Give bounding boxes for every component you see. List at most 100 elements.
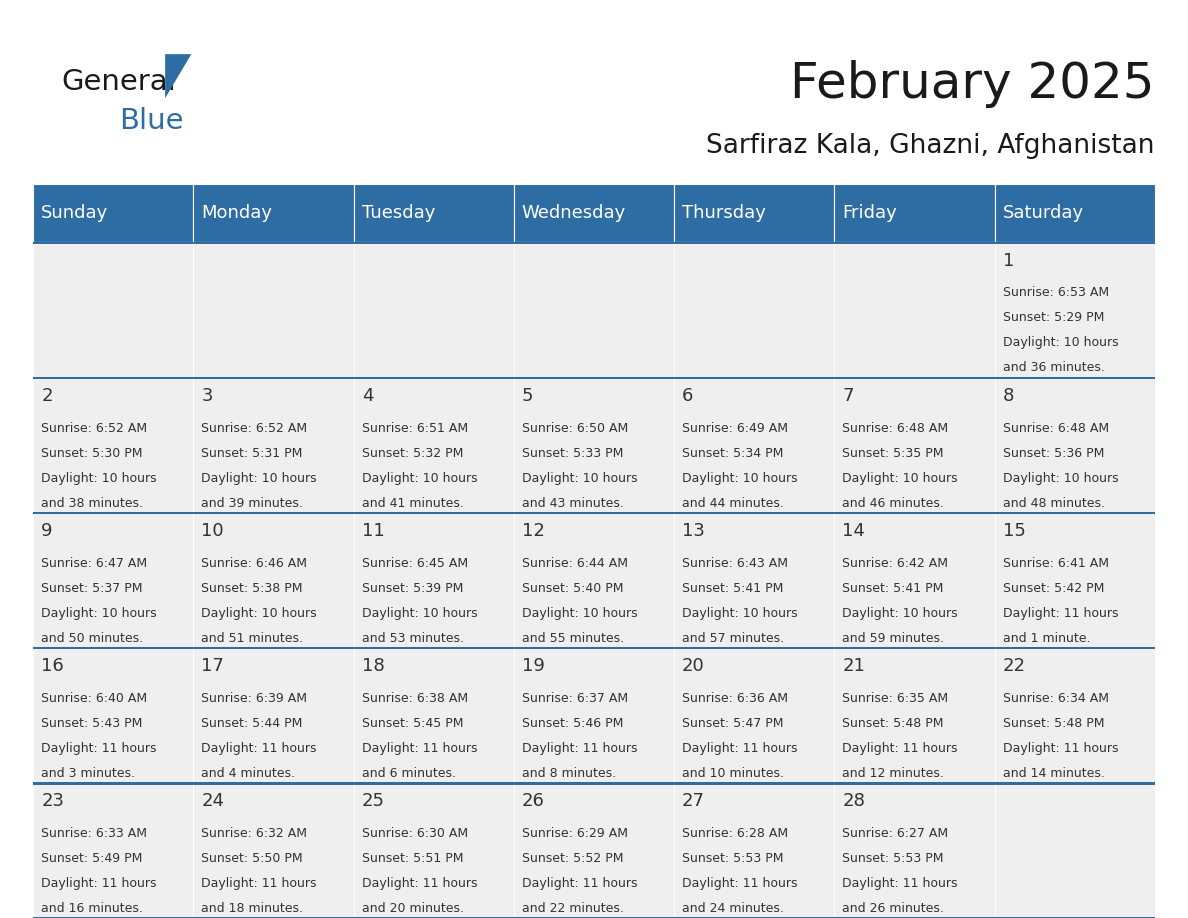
- Text: Daylight: 10 hours: Daylight: 10 hours: [682, 472, 797, 485]
- Text: 26: 26: [522, 792, 545, 810]
- Text: Daylight: 10 hours: Daylight: 10 hours: [361, 472, 478, 485]
- Text: Sunset: 5:43 PM: Sunset: 5:43 PM: [42, 717, 143, 730]
- Text: Sunrise: 6:34 AM: Sunrise: 6:34 AM: [1003, 692, 1108, 705]
- Text: Saturday: Saturday: [1003, 204, 1083, 222]
- Text: Monday: Monday: [202, 204, 272, 222]
- Text: 12: 12: [522, 521, 545, 540]
- Bar: [994, 184, 1155, 242]
- Bar: [194, 242, 354, 377]
- Text: Daylight: 10 hours: Daylight: 10 hours: [42, 472, 157, 485]
- Text: Sunrise: 6:48 AM: Sunrise: 6:48 AM: [842, 421, 948, 434]
- Bar: [834, 648, 994, 783]
- Text: Sunset: 5:42 PM: Sunset: 5:42 PM: [1003, 582, 1104, 595]
- Text: Sunset: 5:51 PM: Sunset: 5:51 PM: [361, 852, 463, 865]
- Text: Daylight: 11 hours: Daylight: 11 hours: [1003, 742, 1118, 755]
- Text: 14: 14: [842, 521, 865, 540]
- Text: Sunset: 5:30 PM: Sunset: 5:30 PM: [42, 446, 143, 460]
- Text: and 44 minutes.: and 44 minutes.: [682, 497, 784, 509]
- Text: Wednesday: Wednesday: [522, 204, 626, 222]
- Text: Sunrise: 6:41 AM: Sunrise: 6:41 AM: [1003, 556, 1108, 570]
- Text: and 41 minutes.: and 41 minutes.: [361, 497, 463, 509]
- Text: 4: 4: [361, 386, 373, 405]
- Text: Sunrise: 6:52 AM: Sunrise: 6:52 AM: [202, 421, 308, 434]
- Text: and 55 minutes.: and 55 minutes.: [522, 632, 624, 644]
- Text: Daylight: 11 hours: Daylight: 11 hours: [522, 877, 638, 890]
- Text: Sunset: 5:33 PM: Sunset: 5:33 PM: [522, 446, 624, 460]
- Text: Daylight: 11 hours: Daylight: 11 hours: [42, 742, 157, 755]
- Text: 16: 16: [42, 657, 64, 675]
- Text: and 6 minutes.: and 6 minutes.: [361, 767, 456, 779]
- Text: Sunrise: 6:45 AM: Sunrise: 6:45 AM: [361, 556, 468, 570]
- Text: Sunset: 5:38 PM: Sunset: 5:38 PM: [202, 582, 303, 595]
- Text: 10: 10: [202, 521, 225, 540]
- Text: and 16 minutes.: and 16 minutes.: [42, 901, 143, 915]
- Text: Sunset: 5:52 PM: Sunset: 5:52 PM: [522, 852, 624, 865]
- Bar: [834, 184, 994, 242]
- Text: and 53 minutes.: and 53 minutes.: [361, 632, 463, 644]
- Text: February 2025: February 2025: [790, 60, 1155, 107]
- Text: Daylight: 11 hours: Daylight: 11 hours: [682, 877, 797, 890]
- Text: Sunrise: 6:43 AM: Sunrise: 6:43 AM: [682, 556, 788, 570]
- Bar: [33, 241, 1155, 244]
- Text: Sunrise: 6:53 AM: Sunrise: 6:53 AM: [1003, 286, 1108, 299]
- Text: Sunset: 5:32 PM: Sunset: 5:32 PM: [361, 446, 463, 460]
- Text: and 4 minutes.: and 4 minutes.: [202, 767, 296, 779]
- Bar: [674, 184, 834, 242]
- Text: and 48 minutes.: and 48 minutes.: [1003, 497, 1105, 509]
- Text: 3: 3: [202, 386, 213, 405]
- Text: and 24 minutes.: and 24 minutes.: [682, 901, 784, 915]
- Text: 18: 18: [361, 657, 385, 675]
- Text: Sunset: 5:35 PM: Sunset: 5:35 PM: [842, 446, 943, 460]
- Bar: [994, 242, 1155, 377]
- Text: Daylight: 10 hours: Daylight: 10 hours: [682, 607, 797, 620]
- Bar: [994, 512, 1155, 648]
- Text: Sunrise: 6:30 AM: Sunrise: 6:30 AM: [361, 827, 468, 840]
- Text: Sunset: 5:50 PM: Sunset: 5:50 PM: [202, 852, 303, 865]
- Text: Daylight: 11 hours: Daylight: 11 hours: [1003, 607, 1118, 620]
- Text: Sunset: 5:41 PM: Sunset: 5:41 PM: [682, 582, 784, 595]
- Text: Sunset: 5:40 PM: Sunset: 5:40 PM: [522, 582, 624, 595]
- Text: Thursday: Thursday: [682, 204, 766, 222]
- Text: Daylight: 11 hours: Daylight: 11 hours: [842, 742, 958, 755]
- Text: 5: 5: [522, 386, 533, 405]
- Text: 28: 28: [842, 792, 865, 810]
- Text: and 38 minutes.: and 38 minutes.: [42, 497, 144, 509]
- Text: Daylight: 10 hours: Daylight: 10 hours: [361, 607, 478, 620]
- Text: 27: 27: [682, 792, 706, 810]
- Text: Sunrise: 6:51 AM: Sunrise: 6:51 AM: [361, 421, 468, 434]
- Text: Sunrise: 6:35 AM: Sunrise: 6:35 AM: [842, 692, 948, 705]
- Bar: [514, 648, 674, 783]
- Text: Sunset: 5:48 PM: Sunset: 5:48 PM: [1003, 717, 1104, 730]
- Text: Daylight: 11 hours: Daylight: 11 hours: [202, 877, 317, 890]
- Text: and 10 minutes.: and 10 minutes.: [682, 767, 784, 779]
- Text: 15: 15: [1003, 521, 1025, 540]
- Bar: [834, 242, 994, 377]
- Text: Sunset: 5:44 PM: Sunset: 5:44 PM: [202, 717, 303, 730]
- Text: Sarfiraz Kala, Ghazni, Afghanistan: Sarfiraz Kala, Ghazni, Afghanistan: [706, 133, 1155, 159]
- Bar: [674, 512, 834, 648]
- Text: 21: 21: [842, 657, 865, 675]
- Bar: [354, 783, 514, 918]
- Text: Daylight: 11 hours: Daylight: 11 hours: [202, 742, 317, 755]
- Text: Sunrise: 6:52 AM: Sunrise: 6:52 AM: [42, 421, 147, 434]
- Text: Daylight: 10 hours: Daylight: 10 hours: [1003, 472, 1118, 485]
- Bar: [514, 242, 674, 377]
- Text: 9: 9: [42, 521, 52, 540]
- Bar: [33, 376, 1155, 379]
- Text: 22: 22: [1003, 657, 1025, 675]
- Bar: [33, 648, 194, 783]
- Text: and 12 minutes.: and 12 minutes.: [842, 767, 944, 779]
- Text: Daylight: 10 hours: Daylight: 10 hours: [42, 607, 157, 620]
- Bar: [354, 648, 514, 783]
- Text: Daylight: 11 hours: Daylight: 11 hours: [842, 877, 958, 890]
- Text: 8: 8: [1003, 386, 1013, 405]
- Text: Daylight: 11 hours: Daylight: 11 hours: [361, 742, 478, 755]
- Polygon shape: [165, 54, 191, 98]
- Text: and 22 minutes.: and 22 minutes.: [522, 901, 624, 915]
- Text: Daylight: 11 hours: Daylight: 11 hours: [361, 877, 478, 890]
- Bar: [514, 512, 674, 648]
- Bar: [834, 512, 994, 648]
- Text: Friday: Friday: [842, 204, 897, 222]
- Text: and 43 minutes.: and 43 minutes.: [522, 497, 624, 509]
- Text: 23: 23: [42, 792, 64, 810]
